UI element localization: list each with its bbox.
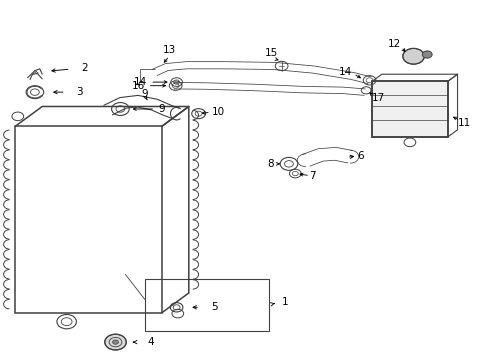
Bar [145, 279, 270, 330]
Text: 2: 2 [81, 63, 88, 73]
Text: 8: 8 [268, 159, 274, 169]
Circle shape [113, 340, 119, 344]
Text: 4: 4 [147, 337, 154, 347]
Text: 15: 15 [265, 48, 278, 58]
Text: 1: 1 [282, 297, 288, 307]
Text: 6: 6 [357, 151, 364, 161]
Bar [372, 81, 448, 137]
Text: 10: 10 [212, 107, 225, 117]
Text: 3: 3 [76, 87, 83, 97]
Circle shape [422, 51, 432, 58]
Text: 13: 13 [163, 45, 176, 55]
Text: 16: 16 [132, 81, 145, 91]
Bar [372, 81, 448, 137]
Text: 12: 12 [388, 40, 401, 49]
Text: 7: 7 [309, 171, 316, 181]
Text: 9: 9 [142, 89, 148, 99]
Text: 14: 14 [339, 67, 352, 77]
Bar [15, 126, 162, 313]
Circle shape [105, 334, 126, 350]
Text: 11: 11 [458, 118, 471, 128]
Circle shape [403, 48, 424, 64]
Text: 9: 9 [158, 104, 165, 114]
Text: 5: 5 [211, 302, 218, 312]
Text: 17: 17 [372, 93, 385, 103]
Text: 14: 14 [134, 77, 147, 87]
